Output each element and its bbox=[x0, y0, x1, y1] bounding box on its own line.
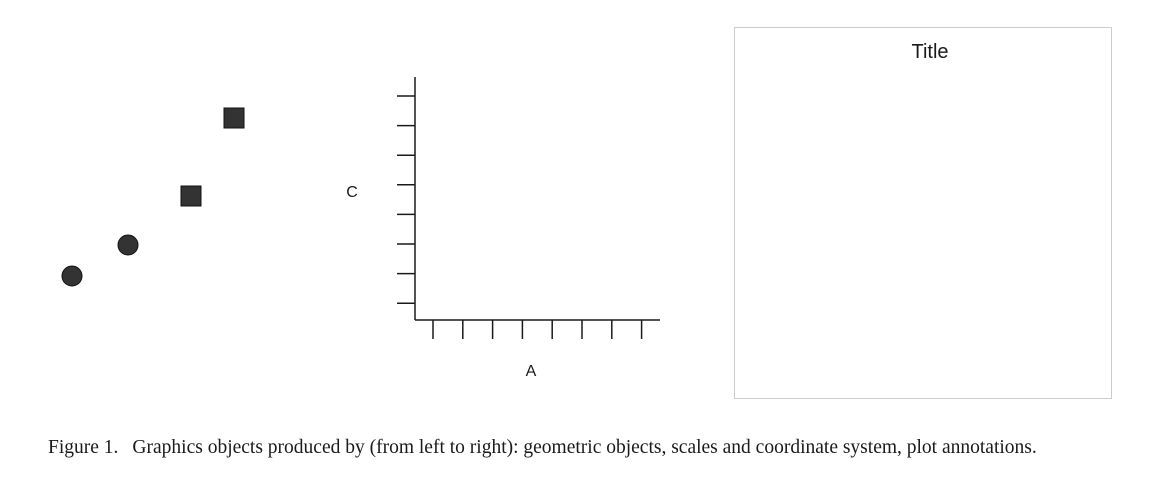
plot-annotations-panel: Title bbox=[734, 27, 1112, 399]
x-axis-label: A bbox=[526, 363, 537, 380]
plot-title: Title bbox=[911, 41, 948, 63]
geom-point-circle bbox=[61, 265, 83, 287]
figure-caption: Figure 1. Graphics objects produced by (f… bbox=[48, 434, 1128, 461]
y-axis-ticks bbox=[397, 95, 415, 304]
figure-canvas: C A Title bbox=[61, 27, 1112, 399]
y-axis-label: C bbox=[346, 184, 358, 201]
scales-coordinate-panel bbox=[397, 77, 660, 339]
geom-point-square bbox=[223, 107, 245, 129]
geom-point-square bbox=[180, 185, 202, 207]
geometric-objects-panel bbox=[61, 107, 245, 287]
x-axis-ticks bbox=[432, 320, 643, 339]
caption-text: Graphics objects produced by (from left … bbox=[132, 437, 1037, 458]
caption-label: Figure 1. bbox=[48, 437, 119, 458]
geom-point-circle bbox=[117, 234, 139, 256]
annotation-frame bbox=[734, 27, 1112, 399]
